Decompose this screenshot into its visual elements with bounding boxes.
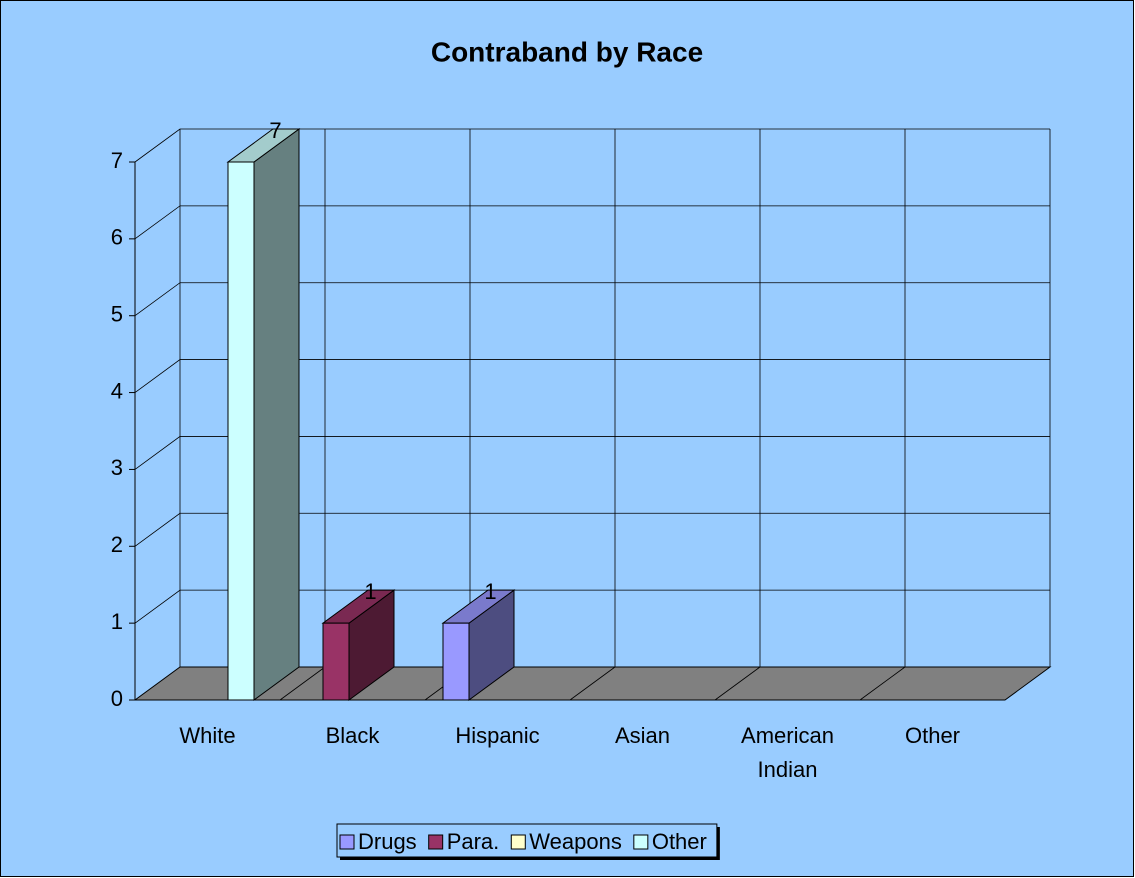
bar-side: [253, 128, 300, 701]
x-tick-label: Asian: [615, 723, 670, 748]
legend-label: Drugs: [358, 829, 417, 854]
bar: [441, 589, 516, 701]
y-tick-label: 1: [111, 609, 123, 634]
legend-swatch: [339, 834, 355, 850]
y-tick-label: 0: [111, 686, 123, 711]
data-label: 1: [484, 579, 496, 604]
legend-swatch: [633, 834, 649, 850]
legend: Drugs Para. Weapons Other: [336, 823, 720, 860]
x-tick-label: American Indian: [741, 723, 834, 782]
y-tick-label: 7: [111, 148, 123, 173]
legend-box: [336, 823, 718, 858]
y-tick-label: 3: [111, 455, 123, 480]
floor-divider: [859, 666, 906, 701]
data-label: 1: [364, 579, 376, 604]
x-tick-label: Hispanic: [455, 723, 539, 748]
chart-title: Contraband by Race: [431, 36, 703, 67]
floor-divider: [569, 666, 616, 701]
bar: [226, 128, 301, 701]
floor-divider: [279, 666, 326, 701]
x-tick-label: Other: [905, 723, 960, 748]
y-tick-label: 2: [111, 532, 123, 557]
bar-front: [322, 622, 350, 701]
legend-swatch: [428, 834, 444, 850]
x-tick-label: Black: [326, 723, 381, 748]
y-tick-label: 6: [111, 225, 123, 250]
data-label: 7: [269, 118, 281, 143]
bar: [321, 589, 396, 701]
legend-label: Other: [652, 829, 707, 854]
legend-label: Para.: [447, 829, 500, 854]
y-tick-label: 5: [111, 302, 123, 327]
bar-front: [442, 622, 470, 701]
legend-label: Weapons: [529, 829, 622, 854]
floor-divider: [714, 666, 761, 701]
x-tick-label: White: [179, 723, 235, 748]
y-tick-label: 4: [111, 378, 123, 403]
bar-front: [227, 161, 255, 701]
legend-swatch: [510, 834, 526, 850]
